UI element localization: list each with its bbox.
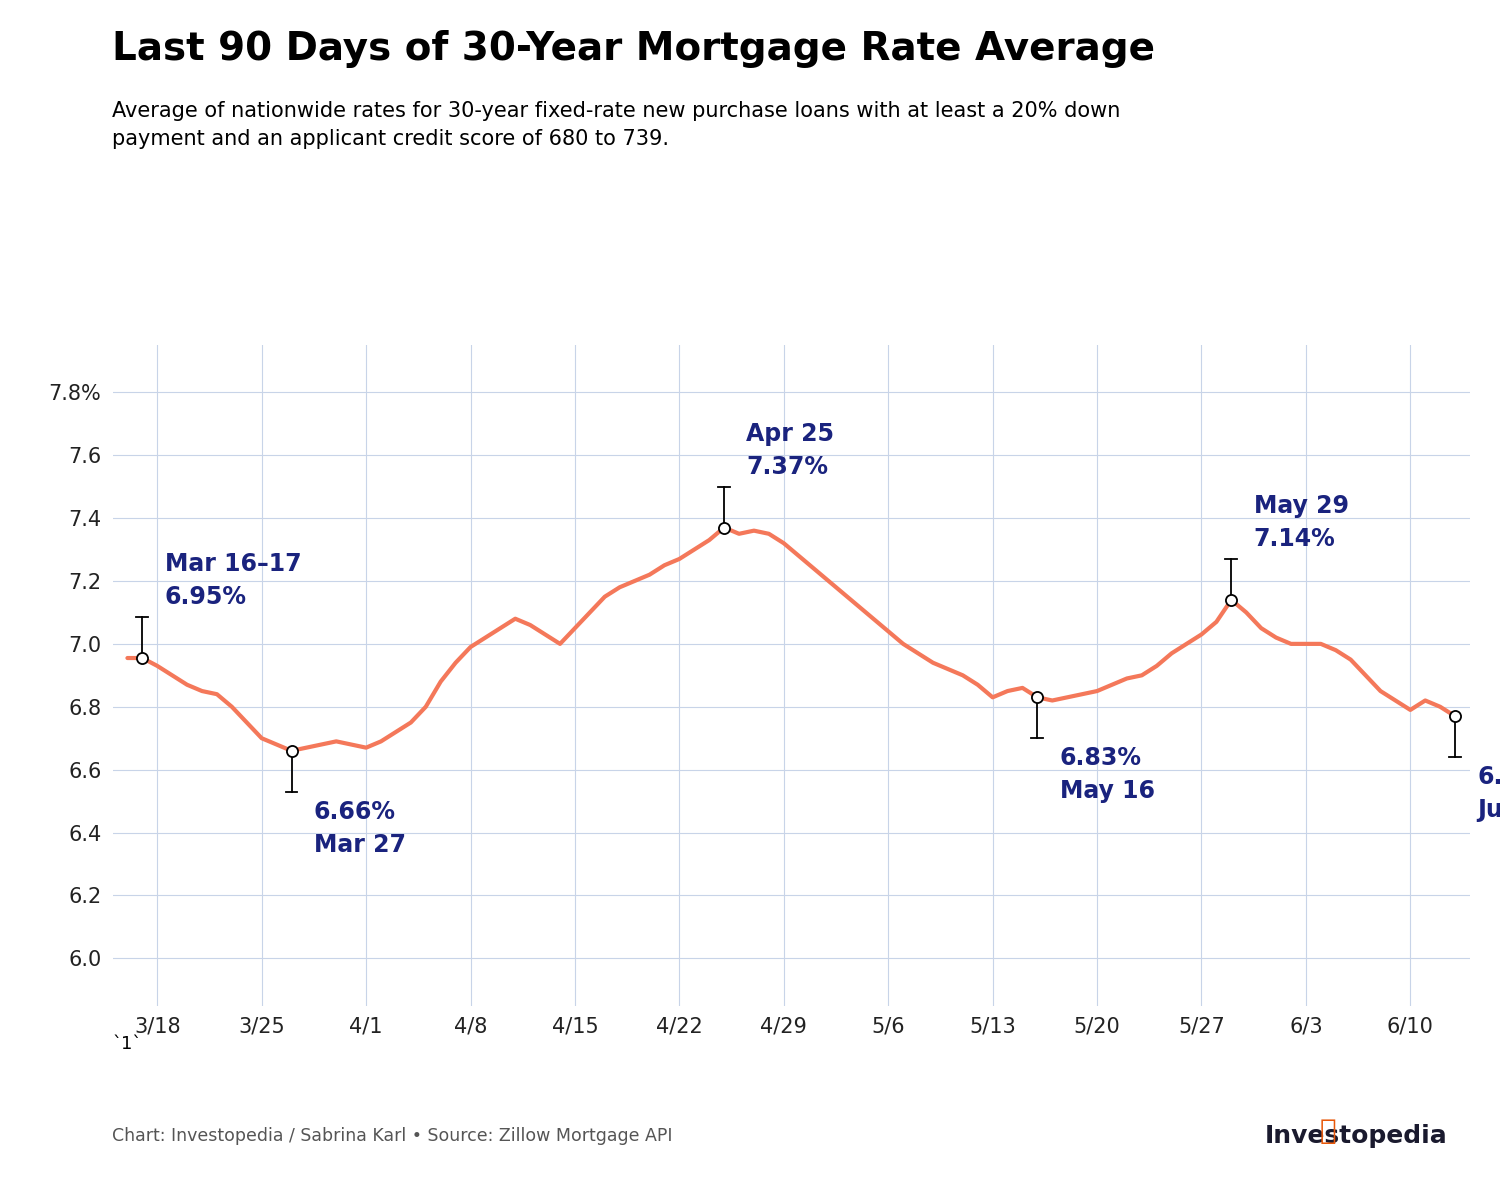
- Text: 6.95%: 6.95%: [165, 585, 246, 609]
- Text: Mar 27: Mar 27: [314, 833, 407, 857]
- Text: Apr 25: Apr 25: [747, 421, 834, 446]
- Text: May 16: May 16: [1060, 779, 1155, 803]
- Text: Chart: Investopedia / Sabrina Karl • Source: Zillow Mortgage API: Chart: Investopedia / Sabrina Karl • Sou…: [112, 1127, 674, 1145]
- Text: Investopedia: Investopedia: [1264, 1125, 1448, 1148]
- Text: Last 90 Days of 30-Year Mortgage Rate Average: Last 90 Days of 30-Year Mortgage Rate Av…: [112, 30, 1155, 68]
- Text: 6.66%: 6.66%: [314, 800, 396, 823]
- Text: Average of nationwide rates for 30-year fixed-rate new purchase loans with at le: Average of nationwide rates for 30-year …: [112, 101, 1120, 149]
- Text: May 29: May 29: [1254, 494, 1348, 518]
- Text: ⓘ: ⓘ: [1320, 1116, 1336, 1145]
- Text: `1`: `1`: [112, 1035, 142, 1053]
- Text: June 13: June 13: [1478, 798, 1500, 822]
- Text: 7.37%: 7.37%: [747, 455, 828, 478]
- Text: Mar 16–17: Mar 16–17: [165, 552, 302, 576]
- Text: 6.77%: 6.77%: [1478, 765, 1500, 789]
- Text: 6.83%: 6.83%: [1060, 746, 1142, 770]
- Text: 7.14%: 7.14%: [1254, 527, 1335, 551]
